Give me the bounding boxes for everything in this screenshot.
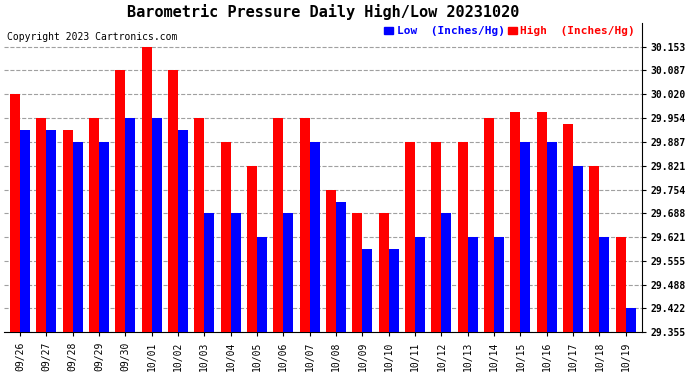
Bar: [273, 118, 284, 332]
Bar: [573, 166, 583, 332]
Bar: [415, 237, 425, 332]
Bar: [195, 118, 204, 332]
Bar: [615, 237, 626, 332]
Bar: [141, 47, 152, 332]
Bar: [178, 130, 188, 332]
Bar: [379, 213, 388, 332]
Bar: [168, 70, 178, 332]
Bar: [546, 142, 557, 332]
Bar: [457, 142, 468, 332]
Bar: [230, 213, 241, 332]
Bar: [63, 130, 72, 332]
Bar: [537, 112, 546, 332]
Bar: [431, 142, 442, 332]
Bar: [247, 166, 257, 332]
Bar: [468, 237, 477, 332]
Bar: [20, 130, 30, 332]
Bar: [336, 202, 346, 332]
Text: Copyright 2023 Cartronics.com: Copyright 2023 Cartronics.com: [8, 32, 178, 42]
Bar: [284, 213, 293, 332]
Bar: [520, 142, 531, 332]
Bar: [204, 213, 215, 332]
Bar: [46, 130, 57, 332]
Bar: [362, 249, 373, 332]
Bar: [299, 118, 310, 332]
Title: Barometric Pressure Daily High/Low 20231020: Barometric Pressure Daily High/Low 20231…: [127, 4, 519, 20]
Bar: [589, 166, 600, 332]
Bar: [99, 142, 109, 332]
Bar: [89, 118, 99, 332]
Bar: [563, 124, 573, 332]
Bar: [388, 249, 399, 332]
Bar: [126, 118, 135, 332]
Bar: [353, 213, 362, 332]
Bar: [405, 142, 415, 332]
Bar: [37, 118, 46, 332]
Bar: [310, 142, 319, 332]
Bar: [600, 237, 609, 332]
Bar: [72, 142, 83, 332]
Bar: [115, 70, 126, 332]
Bar: [221, 142, 230, 332]
Bar: [494, 237, 504, 332]
Bar: [511, 112, 520, 332]
Bar: [626, 309, 635, 332]
Bar: [442, 213, 451, 332]
Bar: [152, 118, 161, 332]
Bar: [257, 237, 267, 332]
Legend: Low  (Inches/Hg), High  (Inches/Hg): Low (Inches/Hg), High (Inches/Hg): [383, 25, 636, 38]
Bar: [10, 94, 20, 332]
Bar: [326, 190, 336, 332]
Bar: [484, 118, 494, 332]
